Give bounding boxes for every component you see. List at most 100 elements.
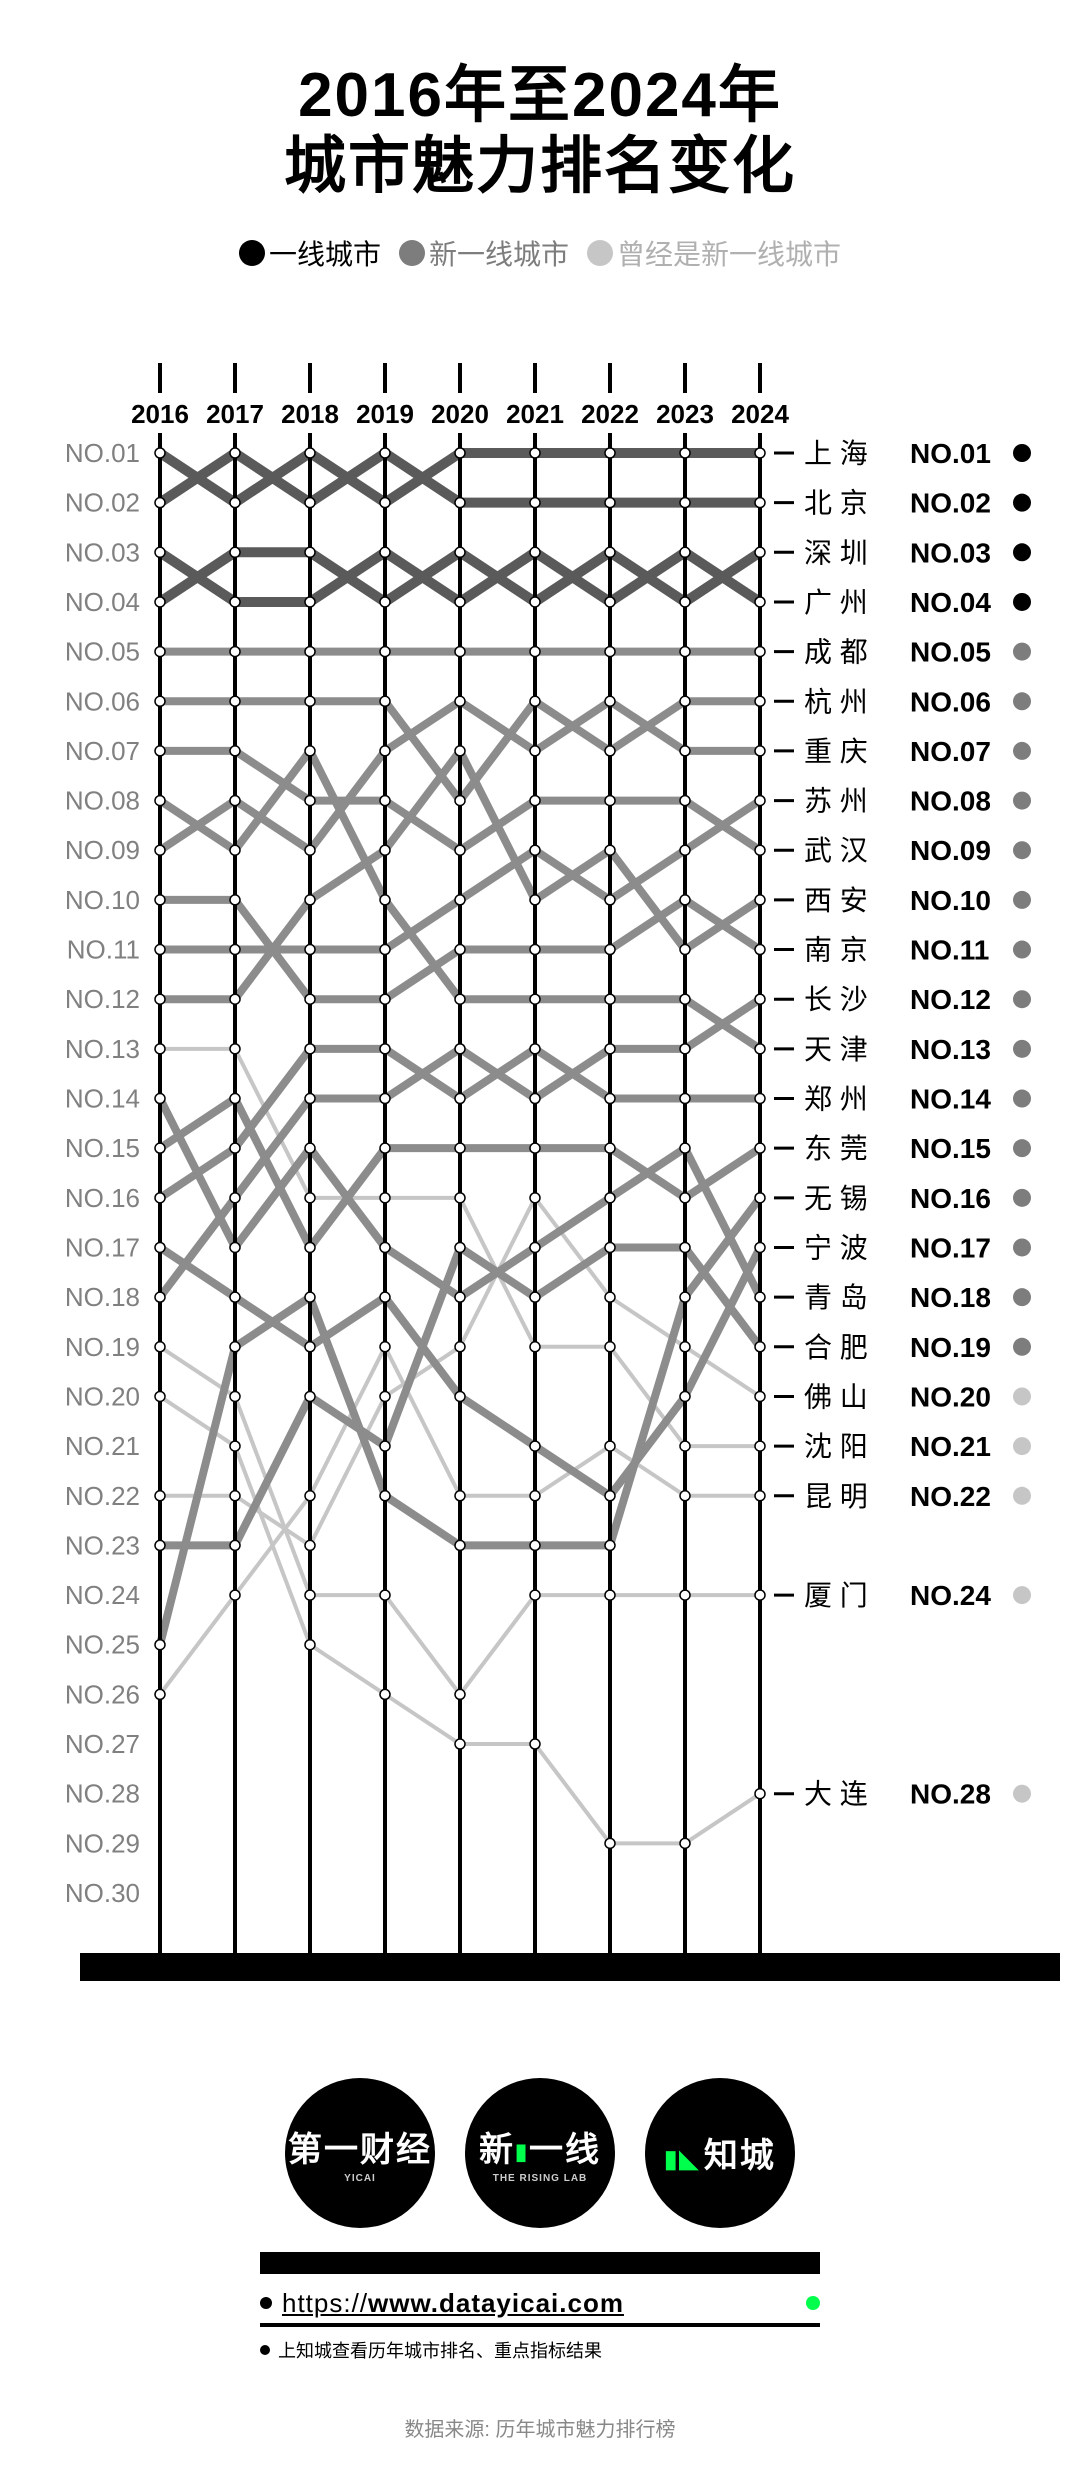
city-label: 上 海 (804, 438, 868, 469)
city-category-dot-icon (1013, 593, 1031, 611)
year-label: 2019 (356, 399, 414, 429)
footer-note: 上知城查看历年城市排名、重点指标结果 (260, 2337, 820, 2363)
data-source: 数据来源: 历年城市魅力排行榜 (20, 2413, 1060, 2442)
city-category-dot-icon (1013, 1437, 1031, 1455)
city-label: 广 州 (804, 587, 868, 618)
city-category-dot-icon (1013, 1337, 1031, 1355)
rank-label-left: NO.29 (65, 1828, 140, 1858)
year-label: 2020 (431, 399, 489, 429)
city-label: 重 庆 (804, 736, 868, 767)
rank-label-left: NO.26 (65, 1679, 140, 1709)
rank-label-left: NO.11 (67, 934, 140, 964)
city-category-dot-icon (1013, 890, 1031, 908)
city-label: 沈 阳 (804, 1431, 868, 1462)
bullet-icon (260, 2297, 272, 2309)
city-category-dot-icon (1013, 543, 1031, 561)
rank-label-left: NO.30 (65, 1878, 140, 1908)
city-rank: NO.16 (910, 1182, 991, 1213)
city-category-dot-icon (1013, 791, 1031, 809)
rank-label-left: NO.03 (65, 537, 140, 567)
brand-logo-subtitle: THE RISING LAB (493, 2173, 588, 2184)
city-label: 昆 明 (804, 1480, 868, 1511)
rank-label-left: NO.13 (65, 1033, 140, 1063)
city-label: 合 肥 (804, 1331, 868, 1362)
legend-label: 曾经是新一线城市 (617, 233, 841, 273)
city-label: 深 圳 (804, 537, 868, 568)
rank-label-left: NO.10 (65, 884, 140, 914)
city-label: 苏 州 (804, 785, 868, 816)
year-label: 2021 (506, 399, 564, 429)
rank-label-left: NO.17 (65, 1232, 140, 1262)
chart-title: 2016年至2024年 城市魅力排名变化 (20, 60, 1060, 203)
legend: 一线城市新一线城市 曾经是新一线城市 (20, 233, 1060, 273)
city-label: 长 沙 (804, 984, 868, 1015)
bullet-icon (260, 2345, 270, 2355)
city-label: 杭 州 (804, 686, 868, 717)
brand-logo: 第一财经YICAI (285, 2078, 435, 2228)
city-category-dot-icon (1013, 1089, 1031, 1107)
footer-url-row: https://www.datayicai.com (260, 2288, 820, 2319)
legend-item: 曾经是新一线城市 (587, 233, 841, 273)
rank-label-left: NO.20 (65, 1381, 140, 1411)
city-category-dot-icon (1013, 642, 1031, 660)
city-category-dot-icon (1013, 742, 1031, 760)
city-rank: NO.07 (910, 736, 991, 767)
rank-label-left: NO.22 (65, 1480, 140, 1510)
city-category-dot-icon (1013, 1486, 1031, 1504)
footer-divider-bar (260, 2252, 820, 2274)
rank-label-left: NO.19 (65, 1331, 140, 1361)
city-category-dot-icon (1013, 1039, 1031, 1057)
year-label: 2023 (656, 399, 714, 429)
city-rank: NO.15 (910, 1133, 991, 1164)
city-category-dot-icon (1013, 990, 1031, 1008)
year-label: 2017 (206, 399, 264, 429)
footer-note-text: 上知城查看历年城市排名、重点指标结果 (278, 2337, 602, 2363)
rank-label-left: NO.14 (65, 1083, 140, 1113)
year-label: 2024 (731, 399, 789, 429)
city-rank: NO.02 (910, 487, 991, 518)
city-category-dot-icon (1013, 444, 1031, 462)
city-rank: NO.09 (910, 835, 991, 866)
city-rank: NO.06 (910, 686, 991, 717)
rank-label-left: NO.27 (65, 1729, 140, 1759)
city-category-dot-icon (1013, 1188, 1031, 1206)
rank-label-left: NO.07 (65, 736, 140, 766)
city-category-dot-icon (1013, 1586, 1031, 1604)
brand-logo-title: 新▮一线 (479, 2122, 601, 2171)
city-label: 北 京 (804, 487, 868, 518)
rank-label-left: NO.02 (65, 487, 140, 517)
brand-logo: 新▮一线 THE RISING LAB (465, 2078, 615, 2228)
city-category-dot-icon (1013, 1387, 1031, 1405)
legend-label: 一线城市 (269, 233, 381, 273)
city-rank: NO.03 (910, 537, 991, 568)
rank-label-left: NO.21 (65, 1431, 140, 1461)
baseline (80, 1953, 1060, 1981)
rank-label-left: NO.15 (65, 1133, 140, 1163)
bump-chart-svg: 201620172018201920202021202220232024NO.0… (20, 293, 1060, 1993)
city-label: 西 安 (804, 884, 868, 915)
rank-label-left: NO.05 (65, 636, 140, 666)
footer-url-text[interactable]: https://www.datayicai.com (282, 2288, 796, 2319)
footer-logos: 第一财经YICAI 新▮一线 THE RISING LAB ▮◣知城 (20, 2078, 1060, 2228)
city-rank: NO.14 (910, 1083, 991, 1114)
city-label: 武 汉 (804, 835, 868, 866)
rank-label-left: NO.16 (65, 1182, 140, 1212)
city-label: 南 京 (804, 934, 868, 965)
rank-label-left: NO.18 (65, 1282, 140, 1312)
city-rank: NO.24 (910, 1580, 991, 1611)
legend-dot-icon (587, 240, 613, 266)
city-rank: NO.10 (910, 884, 991, 915)
city-rank: NO.04 (910, 587, 991, 618)
accent-dot-icon (806, 2296, 820, 2310)
legend-item: 新一线城市 (399, 233, 569, 273)
footer-underline (260, 2323, 820, 2327)
title-line-1: 2016年至2024年 (20, 60, 1060, 131)
city-rank: NO.22 (910, 1480, 991, 1511)
city-rank: NO.20 (910, 1381, 991, 1412)
rank-label-left: NO.01 (65, 438, 140, 468)
city-rank: NO.11 (910, 934, 989, 965)
brand-logo: ▮◣知城 (645, 2078, 795, 2228)
city-rank: NO.08 (910, 785, 991, 816)
city-category-dot-icon (1013, 493, 1031, 511)
city-rank: NO.21 (910, 1431, 991, 1462)
